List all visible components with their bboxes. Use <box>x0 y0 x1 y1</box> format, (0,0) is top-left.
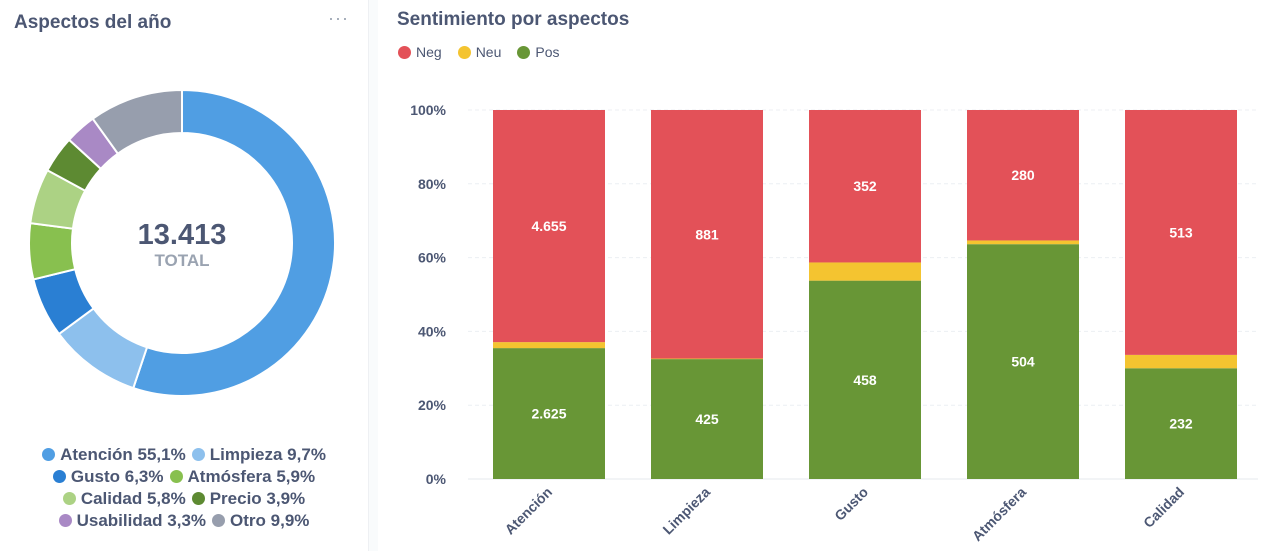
legend-item-gusto[interactable]: Gusto 6,3% <box>52 466 164 488</box>
aspects-donut-card: Aspectos del año ··· 13.413 TOTAL Atenci… <box>0 0 368 551</box>
bar-calidad-pos[interactable] <box>1125 368 1237 479</box>
bar-atmosfera-pos[interactable] <box>967 244 1079 479</box>
bar-legend-label: Neg <box>416 44 442 60</box>
y-tick-label: 20% <box>418 397 447 413</box>
data-label: 458 <box>853 372 877 388</box>
y-tick-label: 0% <box>426 471 447 487</box>
legend-item-atencion[interactable]: Atención 55,1% <box>42 444 186 466</box>
legend-label: Atención 55,1% <box>60 445 186 464</box>
legend-dot-icon <box>212 514 226 527</box>
legend-label: Calidad 5,8% <box>80 489 186 508</box>
legend-dot-icon <box>398 46 411 59</box>
bar-atencion-pos[interactable] <box>493 348 605 479</box>
donut-slice-atencion[interactable] <box>132 88 336 397</box>
bar-atencion-neu[interactable] <box>493 342 605 349</box>
donut-card-title: Aspectos del año <box>14 12 172 33</box>
legend-item-precio[interactable]: Precio 3,9% <box>191 488 306 510</box>
legend-label: Atmósfera 5,9% <box>187 467 316 486</box>
bar-calidad-neg[interactable] <box>1125 110 1237 355</box>
data-label: 4.655 <box>531 218 566 234</box>
legend-dot-icon <box>169 470 183 483</box>
data-label: 280 <box>1011 167 1035 183</box>
donut-chart: 13.413 TOTAL <box>28 88 336 397</box>
legend-dot-icon <box>191 492 205 505</box>
bar-gusto-neg[interactable] <box>809 110 921 263</box>
donut-slice-atmosfera[interactable] <box>28 221 77 281</box>
bar-calidad-neu[interactable] <box>1125 354 1237 369</box>
legend-dot-icon <box>62 492 76 505</box>
bar-limpieza-neg[interactable] <box>651 110 763 359</box>
legend-item-limpieza[interactable]: Limpieza 9,7% <box>191 444 326 466</box>
bar-legend: Neg Neu Pos <box>398 44 576 60</box>
bar-limpieza-neu[interactable] <box>651 358 763 360</box>
legend-dot-icon <box>52 470 66 483</box>
legend-label: Gusto 6,3% <box>70 467 164 486</box>
legend-dot-icon <box>58 514 72 527</box>
bar-gusto-pos[interactable] <box>809 280 921 479</box>
data-label: 352 <box>853 178 877 194</box>
bar-legend-item-pos[interactable]: Pos <box>517 44 560 60</box>
x-tick-label-limpieza: Limpieza <box>659 484 713 538</box>
data-label: 232 <box>1169 416 1193 432</box>
bar-limpieza-pos[interactable] <box>651 359 763 479</box>
y-tick-label: 100% <box>410 102 446 118</box>
bar-legend-item-neg[interactable]: Neg <box>398 44 442 60</box>
legend-dot-icon <box>191 448 205 461</box>
bar-legend-label: Pos <box>535 44 560 60</box>
legend-item-otro[interactable]: Otro 9,9% <box>212 510 309 532</box>
bar-atencion-neg[interactable] <box>493 110 605 343</box>
legend-dot-icon <box>42 448 56 461</box>
bar-atmosfera-neu[interactable] <box>967 240 1079 245</box>
donut-total-label: TOTAL <box>154 251 209 270</box>
legend-label: Otro 9,9% <box>230 511 310 530</box>
donut-legend: Atención 55,1% Limpieza 9,7% Gusto 6,3% Atm… <box>10 444 358 532</box>
bar-gusto-neu[interactable] <box>809 262 921 281</box>
donut-total-value: 13.413 <box>138 219 227 251</box>
x-tick-label-atmosfera: Atmósfera <box>969 484 1029 544</box>
y-tick-label: 60% <box>418 250 447 266</box>
data-label: 425 <box>695 411 719 427</box>
legend-label: Precio 3,9% <box>209 489 306 508</box>
y-tick-label: 40% <box>418 323 447 339</box>
more-dots-icon[interactable]: ··· <box>328 8 349 28</box>
sentiment-bar-card: Sentimiento por aspectos Neg Neu Pos 0% 20%… <box>378 0 1261 551</box>
legend-item-atmosfera[interactable]: Atmósfera 5,9% <box>169 466 316 488</box>
legend-label: Limpieza 9,7% <box>209 445 326 464</box>
legend-dot-icon <box>457 46 471 59</box>
y-tick-label: 80% <box>418 176 447 192</box>
bar-legend-item-neu[interactable]: Neu <box>457 44 502 60</box>
data-label: 513 <box>1169 224 1193 240</box>
legend-item-usabilidad[interactable]: Usabilidad 3,3% <box>58 510 207 532</box>
legend-dot-icon <box>517 46 531 59</box>
donut-slices <box>28 88 336 397</box>
bar-atmosfera-neg[interactable] <box>967 110 1079 241</box>
x-tick-label-calidad: Calidad <box>1140 484 1187 531</box>
data-label: 504 <box>1011 354 1035 370</box>
bar-card-title: Sentimiento por aspectos <box>397 9 630 30</box>
bar-legend-label: Neu <box>475 44 502 60</box>
panel-divider <box>368 0 378 551</box>
legend-label: Usabilidad 3,3% <box>76 511 207 530</box>
data-label: 2.625 <box>531 406 566 422</box>
legend-item-calidad[interactable]: Calidad 5,8% <box>62 488 186 510</box>
data-label: 881 <box>695 226 719 242</box>
stacked-bar-chart: 0% 20% 40% 60% 80% 100% 2.625 4.655 Atención 425 8… <box>410 102 1258 544</box>
donut-slice-otro[interactable] <box>91 88 183 156</box>
x-tick-label-atencion: Atención <box>501 484 555 538</box>
x-tick-label-gusto: Gusto <box>831 484 871 524</box>
